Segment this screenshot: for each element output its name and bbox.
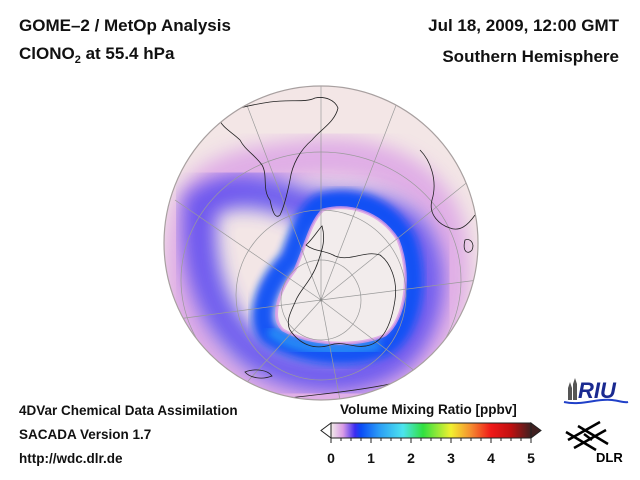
dlr-logo: DLR bbox=[565, 420, 623, 465]
colorbar-gradient bbox=[330, 422, 532, 439]
wave-icon bbox=[563, 398, 629, 405]
coastline-antarctica bbox=[287, 225, 397, 348]
colorbar-tick-label: 3 bbox=[447, 450, 455, 466]
footer-method: 4DVar Chemical Data Assimilation bbox=[19, 403, 238, 418]
dlr-wing-icon bbox=[565, 420, 609, 452]
colorbar-tick-label: 1 bbox=[367, 450, 375, 466]
colorbar-tick-label: 0 bbox=[327, 450, 335, 466]
colorbar-tick-label: 2 bbox=[407, 450, 415, 466]
riu-logo-text: RIU bbox=[578, 378, 617, 403]
graticule bbox=[169, 86, 478, 400]
footer-version: SACADA Version 1.7 bbox=[19, 427, 152, 442]
datetime-label: Jul 18, 2009, 12:00 GMT bbox=[428, 16, 619, 35]
globe-outline bbox=[163, 85, 479, 401]
riu-logo: RIU bbox=[563, 378, 629, 405]
colorbar-title: Volume Mixing Ratio [ppbv] bbox=[340, 402, 517, 417]
colorbar: 0 1 2 3 4 5 bbox=[320, 422, 542, 466]
plot-title: GOME–2 / MetOp Analysis bbox=[19, 16, 231, 35]
dlr-logo-text: DLR bbox=[596, 450, 623, 465]
coastline-australia-nz bbox=[244, 369, 273, 379]
species-subscript: 2 bbox=[74, 54, 81, 66]
colorbar-min-extend bbox=[320, 422, 332, 439]
colorbar-tick-label: 5 bbox=[527, 450, 535, 466]
cathedral-icon bbox=[568, 378, 577, 400]
colorbar-tick-label: 4 bbox=[487, 450, 495, 466]
footer-url[interactable]: http://wdc.dlr.de bbox=[19, 451, 123, 466]
hemisphere-label: Southern Hemisphere bbox=[442, 47, 619, 66]
polar-vortex-core bbox=[276, 207, 406, 344]
species-label: ClONO2 at 55.4 hPa bbox=[19, 44, 175, 66]
coastline-madagascar bbox=[463, 239, 474, 253]
pressure-level: at 55.4 hPa bbox=[80, 44, 175, 63]
species-name: ClONO bbox=[19, 44, 75, 63]
coastline-south-america bbox=[217, 97, 339, 217]
colorbar-max-extend bbox=[530, 422, 542, 439]
coastline-africa bbox=[419, 149, 476, 230]
